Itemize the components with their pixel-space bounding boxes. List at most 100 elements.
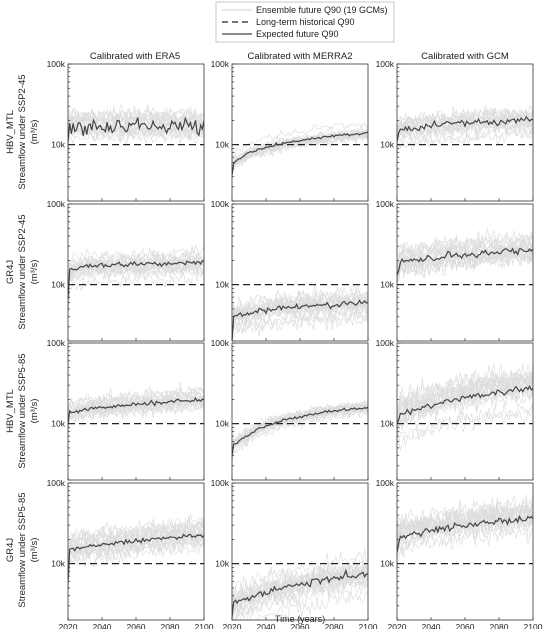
x-tick-label: 2040 xyxy=(422,622,441,629)
row-label-unit-3: (m³/s) xyxy=(29,538,40,563)
y-axis: 10k 100k xyxy=(47,338,72,481)
x-tick-label: 2100 xyxy=(359,622,378,629)
x-tick-label: 2080 xyxy=(490,622,509,629)
y-axis: 10k 100k xyxy=(376,59,401,202)
y-tick-label: 10k xyxy=(51,419,65,429)
y-axis: 10k 100k xyxy=(376,199,401,342)
panel-plot-area xyxy=(68,381,204,436)
ensemble-line xyxy=(232,398,368,454)
panel-plot-area xyxy=(68,243,204,316)
ensemble-line xyxy=(68,251,204,301)
row-label-model-3: GR4J xyxy=(5,538,16,563)
panel-r0-c0: 10k 100k xyxy=(47,59,205,202)
y-axis: 10k 100k xyxy=(211,199,236,342)
panel-plot-area xyxy=(397,228,533,287)
x-tick-label: 2060 xyxy=(456,622,475,629)
x-tick-label: 2020 xyxy=(223,622,242,629)
panel-plot-area xyxy=(397,104,533,153)
expected-q90-line xyxy=(397,384,533,424)
y-tick-label: 100k xyxy=(47,478,66,488)
y-tick-label: 10k xyxy=(51,280,65,290)
ensemble-line xyxy=(397,245,533,281)
x-axis xyxy=(67,338,205,341)
y-tick-label: 10k xyxy=(215,559,229,569)
panel-plot-area xyxy=(68,513,204,597)
y-tick-label: 10k xyxy=(215,140,229,150)
ensemble-line xyxy=(232,407,368,463)
y-axis: 10k 100k xyxy=(47,478,72,621)
expected-q90-line xyxy=(397,514,533,553)
row-label-model-1: GR4J xyxy=(5,260,16,285)
ensemble-line xyxy=(397,362,533,405)
panel-plot-area xyxy=(68,103,204,160)
expected-q90-line xyxy=(232,299,368,341)
x-axis xyxy=(67,198,205,201)
x-tick-label: 2080 xyxy=(161,622,180,629)
ensemble-line xyxy=(232,310,368,341)
expected-q90-line xyxy=(68,396,204,424)
y-axis: 10k 100k xyxy=(376,478,401,621)
ensemble-line xyxy=(232,561,368,615)
panel-r0-c1: 10k 100k xyxy=(211,59,369,202)
y-axis: 10k 100k xyxy=(47,59,72,202)
y-tick-label: 10k xyxy=(215,280,229,290)
ensemble-line xyxy=(397,230,533,267)
y-tick-label: 10k xyxy=(380,559,394,569)
ensemble-line xyxy=(68,252,204,294)
y-axis: 10k 100k xyxy=(211,59,236,202)
expected-q90-line xyxy=(397,247,533,276)
y-tick-label: 100k xyxy=(211,59,230,69)
panel-r2-c0: 10k 100k xyxy=(47,338,205,481)
panel-r2-c1: 10k 100k xyxy=(211,338,369,481)
expected-q90-line xyxy=(232,131,368,176)
x-axis xyxy=(396,477,534,480)
ensemble-line xyxy=(68,121,204,152)
panel-r2-c2: 10k 100k xyxy=(376,338,534,481)
x-axis xyxy=(67,477,205,480)
row-label-1: GR4J Streamflow under SSP2-45 (m³/s) xyxy=(5,214,40,329)
panel-plot-area xyxy=(232,283,368,341)
ensemble-line xyxy=(397,402,533,451)
ensemble-line xyxy=(68,520,204,581)
y-axis: 10k 100k xyxy=(376,338,401,481)
panel-r3-c1: 10k 100k 2020 2040 2060 2080 2100 xyxy=(211,478,378,629)
x-tick-label: 2020 xyxy=(59,622,78,629)
row-label-ylabel-3: Streamflow under SSP5-85 xyxy=(17,492,28,607)
panel-plot-area xyxy=(397,491,533,569)
panel-frame xyxy=(396,482,534,621)
panel-plot-area xyxy=(232,398,368,465)
ensemble-line xyxy=(232,400,368,456)
legend-label-ensemble: Ensemble future Q90 (19 GCMs) xyxy=(256,5,388,15)
column-title-era5: Calibrated with ERA5 xyxy=(90,51,180,62)
y-tick-label: 100k xyxy=(211,478,230,488)
panel-r3-c2: 10k 100k 2020 2040 2060 2080 2100 xyxy=(376,478,543,629)
ensemble-line xyxy=(397,376,533,421)
x-axis: 2020 2040 2060 2080 2100 xyxy=(388,617,543,629)
ensemble-line xyxy=(68,516,204,583)
x-tick-label: 2040 xyxy=(257,622,276,629)
ensemble-line xyxy=(397,228,533,266)
y-tick-label: 10k xyxy=(380,280,394,290)
ensemble-line xyxy=(397,118,533,143)
expected-q90-line xyxy=(68,116,204,142)
y-tick-label: 100k xyxy=(376,59,395,69)
y-tick-label: 100k xyxy=(376,199,395,209)
x-axis: 2020 2040 2060 2080 2100 xyxy=(223,617,378,629)
legend-label-expected: Expected future Q90 xyxy=(256,29,339,39)
ensemble-line xyxy=(68,243,204,291)
ensemble-line xyxy=(68,516,204,575)
x-tick-label: 2080 xyxy=(325,622,344,629)
ensemble-line xyxy=(232,561,368,610)
y-tick-label: 10k xyxy=(380,140,394,150)
expected-q90-line xyxy=(232,568,368,617)
ensemble-line xyxy=(232,131,368,179)
panel-grid: 10k 100k 10k 100k 10k 100k 10k 100k 10k 100k 10k 10… xyxy=(47,59,543,629)
ensemble-line xyxy=(68,391,204,418)
y-axis: 10k 100k xyxy=(47,199,72,342)
ensemble-line xyxy=(397,502,533,542)
row-label-model-2: HBV_MTL xyxy=(5,389,16,433)
row-label-unit-1: (m³/s) xyxy=(29,260,40,285)
ensemble-line xyxy=(397,248,533,280)
x-axis xyxy=(231,338,369,341)
